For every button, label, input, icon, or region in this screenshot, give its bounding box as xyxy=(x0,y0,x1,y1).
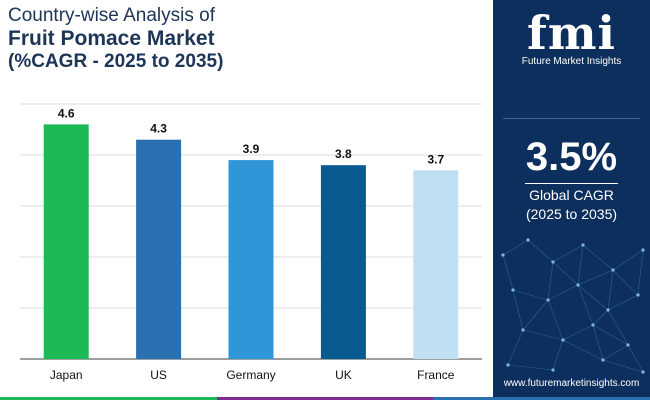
logo-mark: fmi xyxy=(527,6,616,60)
bar-uk xyxy=(320,165,366,359)
stripe-segment-blue xyxy=(433,397,650,400)
x-tick-label: Japan xyxy=(50,368,83,382)
value-label: 3.7 xyxy=(427,152,444,166)
x-tick-label: US xyxy=(150,368,167,382)
global-cagr-period: (2025 to 2035) xyxy=(525,206,618,222)
bar-france xyxy=(413,170,459,359)
global-cagr-value: 3.5% xyxy=(525,135,618,179)
title-line-2: Fruit Pomace Market xyxy=(8,27,215,50)
bar-japan xyxy=(43,124,89,360)
cagr-rule xyxy=(525,183,618,184)
value-label: 3.8 xyxy=(335,147,352,161)
bottom-color-stripe xyxy=(0,397,650,400)
value-label: 3.9 xyxy=(243,142,260,156)
fmi-logo: fmi Future Market Insights xyxy=(493,8,650,68)
value-label: 4.6 xyxy=(58,106,75,120)
global-cagr-label: Global CAGR xyxy=(529,187,614,203)
bar-chart: 4.6 Japan 4.3 US 3.9 Germany 3.8 UK 3.7 France xyxy=(20,103,482,382)
panel-divider xyxy=(503,118,640,119)
stripe-segment-purple xyxy=(216,397,434,400)
side-panel: fmi Future Market Insights 3.5% Global C… xyxy=(493,0,650,400)
bar-germany xyxy=(228,160,274,359)
x-tick-label: UK xyxy=(335,368,352,382)
stripe-segment-green xyxy=(0,397,217,400)
title-line-3: (%CAGR - 2025 to 2035) xyxy=(8,51,224,72)
bar-us xyxy=(136,139,182,359)
logo-subtitle: Future Market Insights xyxy=(521,56,622,67)
chart-title: Country-wise Analysis of Fruit Pomace Ma… xyxy=(8,4,223,73)
value-label: 4.3 xyxy=(150,122,167,136)
x-tick-label: Germany xyxy=(226,368,275,382)
x-tick-label: France xyxy=(417,368,455,382)
title-line-1: Country-wise Analysis of xyxy=(8,5,215,26)
network-pattern xyxy=(501,238,645,374)
website-link[interactable]: www.futuremarketinsights.com xyxy=(503,378,640,389)
